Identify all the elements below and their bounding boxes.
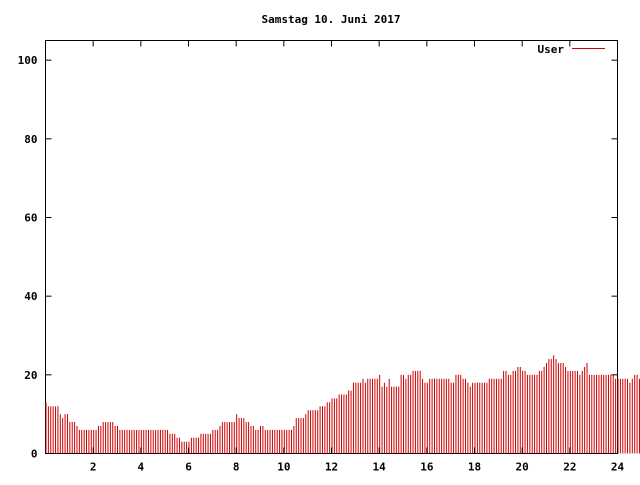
y-tick-label: 20: [24, 369, 37, 382]
x-tick-label: 16: [420, 461, 434, 474]
legend-label: User: [538, 43, 565, 56]
legend: User: [538, 43, 605, 56]
y-tick-label: 60: [24, 212, 37, 225]
x-tick-label: 6: [185, 461, 192, 474]
x-tick-label: 10: [277, 461, 290, 474]
x-tick-label: 24: [611, 461, 625, 474]
x-tick-label: 12: [325, 461, 338, 474]
y-tick-label: 100: [18, 54, 38, 67]
x-tick-label: 4: [138, 461, 145, 474]
x-tick-label: 14: [373, 461, 387, 474]
y-tick-label: 40: [24, 290, 37, 303]
x-tick-label: 2: [90, 461, 97, 474]
chart-title: Samstag 10. Juni 2017: [261, 13, 400, 26]
y-tick-label: 80: [24, 133, 37, 146]
x-tick-label: 18: [468, 461, 481, 474]
x-tick-label: 8: [233, 461, 240, 474]
x-tick-label: 20: [516, 461, 529, 474]
x-tick-label: 22: [563, 461, 576, 474]
bar-series: [45, 355, 640, 454]
y-tick-label: 0: [31, 448, 38, 461]
